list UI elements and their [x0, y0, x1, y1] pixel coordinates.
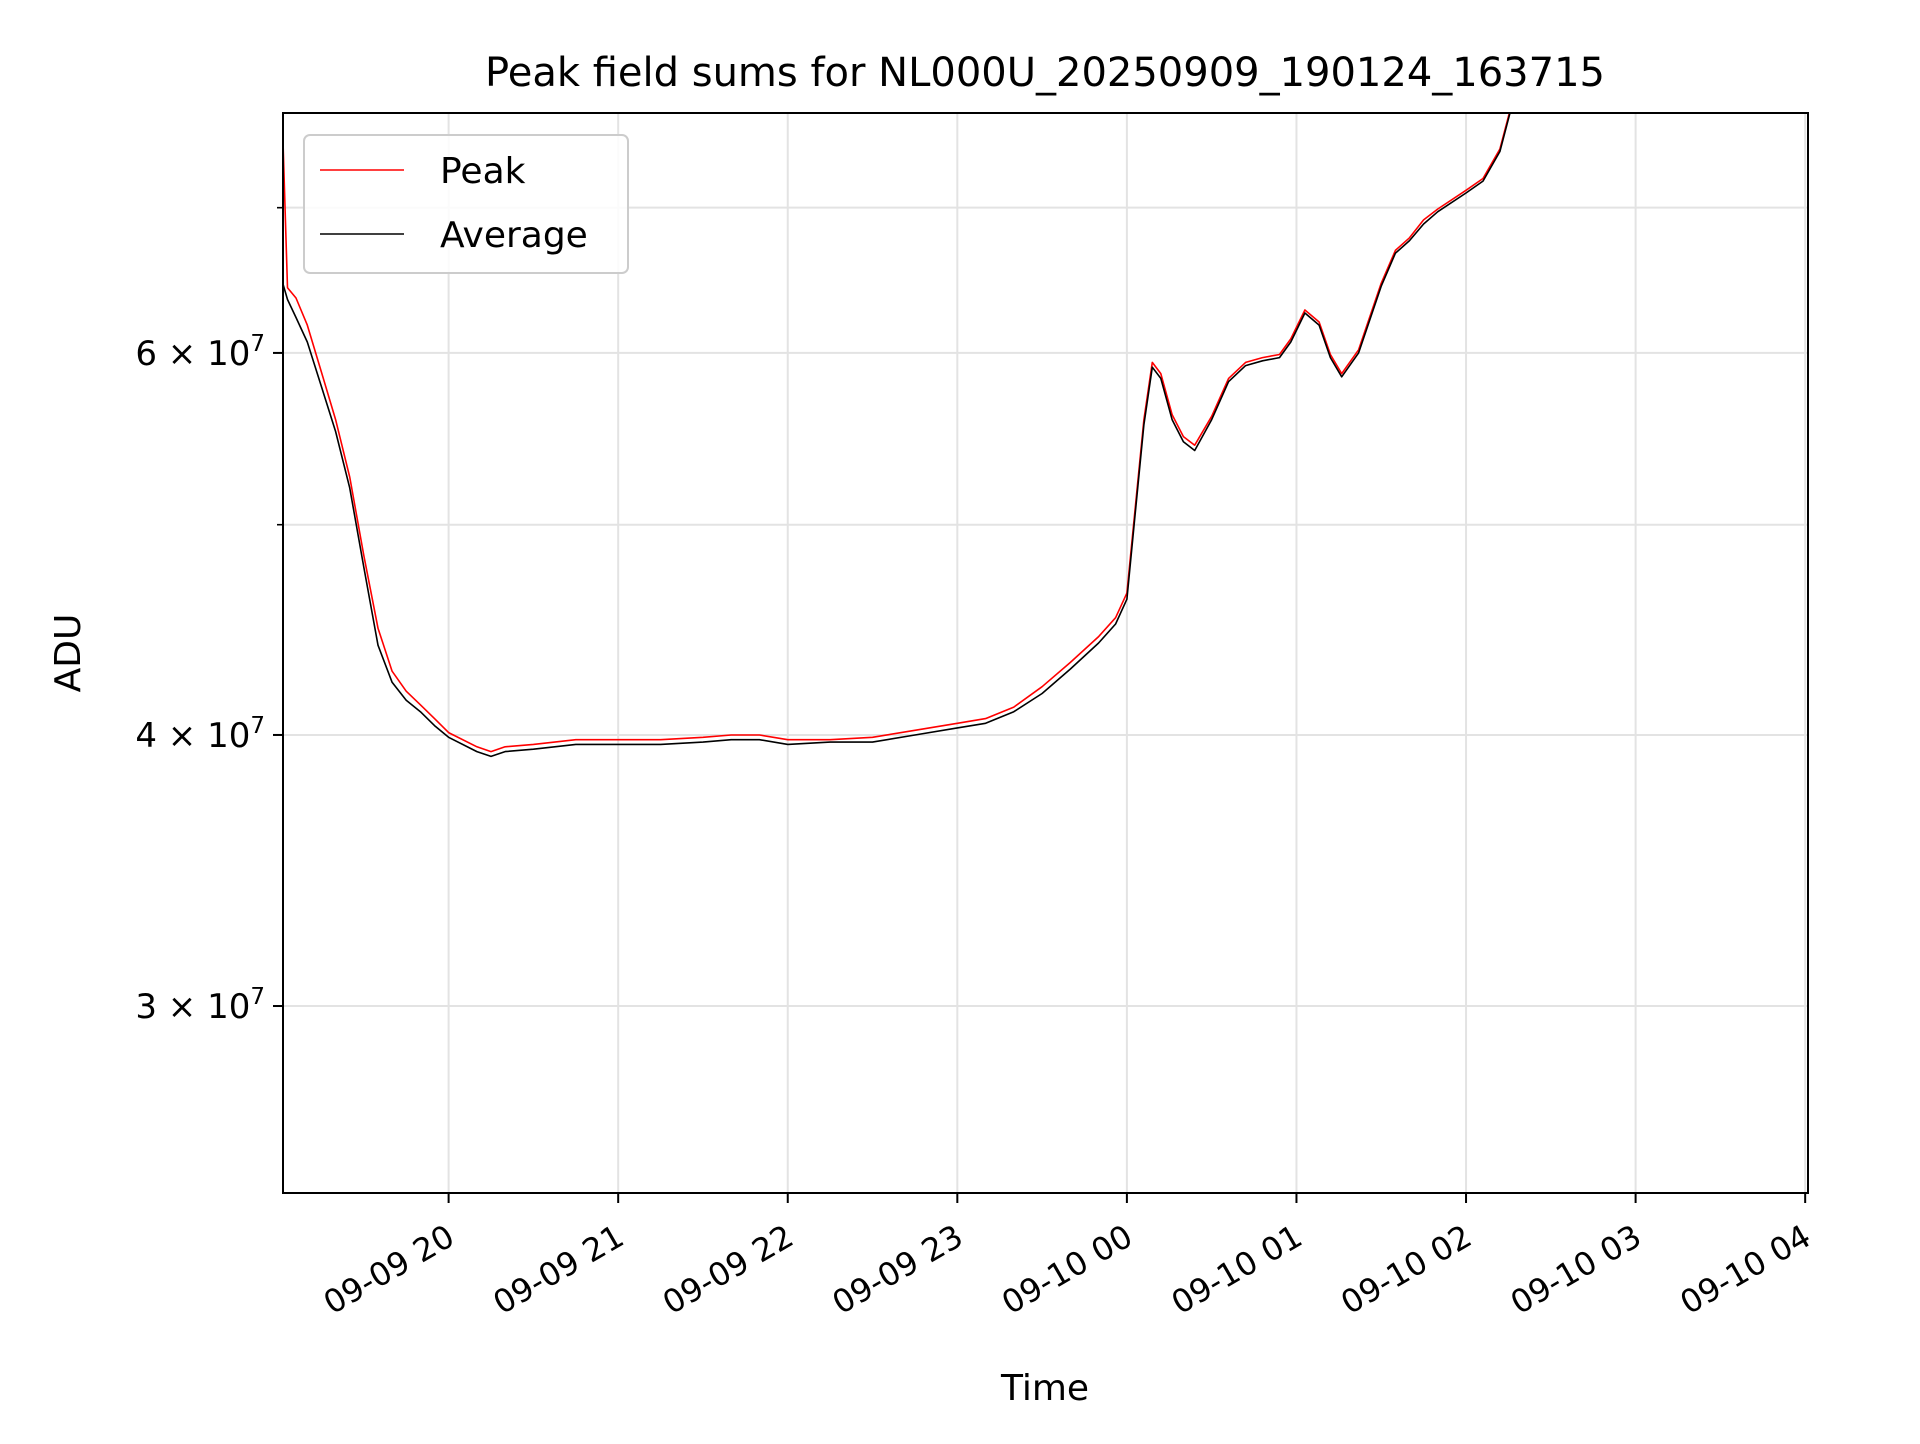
y-tick-label: 4 × 107	[135, 713, 265, 756]
plot-frame	[282, 112, 1809, 1194]
series-lines	[283, 113, 1511, 758]
series-line-average	[283, 113, 1511, 758]
y-axis-ticks: 3 × 107 4 × 107 6 × 107	[135, 206, 283, 1027]
legend-label-average: Average	[440, 215, 588, 256]
y-tick-label: 6 × 107	[135, 331, 265, 374]
grid-lines	[283, 113, 1808, 1193]
x-axis-label: Time	[1000, 1368, 1089, 1409]
legend-label-peak: Peak	[440, 151, 526, 192]
legend: Peak Average	[303, 134, 629, 274]
series-line-peak	[283, 113, 1511, 753]
chart-title: Peak field sums for NL000U_20250909_1901…	[485, 50, 1605, 96]
y-tick-label: 3 × 107	[135, 984, 265, 1027]
y-axis-label: ADU	[48, 614, 89, 693]
